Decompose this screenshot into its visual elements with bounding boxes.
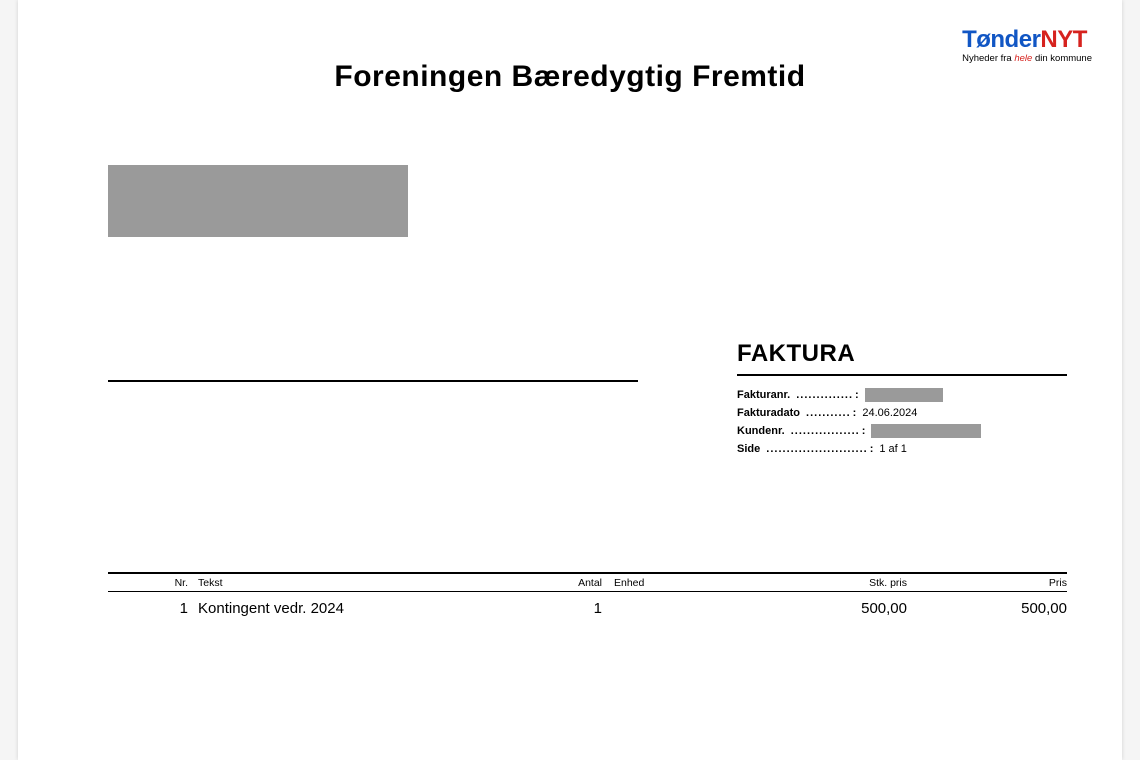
table-row: 1 Kontingent vedr. 2024 1 500,00 500,00 (108, 592, 1067, 625)
line-items-table: Nr. Tekst Antal Enhed Stk. pris Pris 1 K… (108, 572, 1067, 625)
col-tekst-header: Tekst (198, 577, 518, 589)
cell-enhed (608, 600, 698, 617)
watermark-sub-post: din kommune (1032, 53, 1092, 64)
meta-fakturadato: Fakturadato ........... : 24.06.2024 (737, 404, 1067, 422)
invoice-meta-block: FAKTURA Fakturanr. .............. : Fakt… (737, 340, 1067, 458)
cell-pris: 500,00 (937, 600, 1067, 617)
kundenr-redaction (871, 424, 981, 438)
cell-stkpris: 500,00 (698, 600, 937, 617)
meta-dots: ......................... (762, 443, 867, 455)
meta-label: Kundenr. (737, 425, 785, 437)
left-divider (108, 380, 638, 382)
watermark-part1: Tønder (962, 26, 1040, 53)
watermark-subtitle: Nyheder fra hele din kommune (962, 54, 1092, 64)
side-value: 1 af 1 (879, 443, 907, 455)
col-antal-header: Antal (518, 577, 608, 589)
invoice-heading: FAKTURA (737, 340, 1067, 368)
watermark-sub-em: hele (1014, 53, 1032, 64)
address-redaction (108, 165, 408, 237)
meta-kundenr: Kundenr. ................. : (737, 422, 1067, 440)
watermark-part2: NYT (1040, 26, 1087, 53)
col-stkpris-header: Stk. pris (698, 577, 937, 589)
col-pris-header: Pris (937, 577, 1067, 589)
cell-nr: 1 (108, 600, 198, 617)
meta-label: Fakturanr. (737, 389, 790, 401)
fakturadato-value: 24.06.2024 (862, 407, 917, 419)
cell-tekst: Kontingent vedr. 2024 (198, 600, 518, 617)
meta-colon: : (862, 425, 866, 437)
invoice-heading-rule (737, 374, 1067, 376)
meta-colon: : (870, 443, 874, 455)
watermark-title: TønderNYT (962, 28, 1092, 52)
meta-dots: .............. (792, 389, 853, 401)
meta-colon: : (853, 407, 857, 419)
fakturanr-redaction (865, 388, 943, 402)
mid-section: FAKTURA Fakturanr. .............. : Fakt… (108, 340, 1067, 458)
source-watermark: TønderNYT Nyheder fra hele din kommune (962, 28, 1092, 64)
meta-side: Side ......................... : 1 af 1 (737, 440, 1067, 458)
col-enhed-header: Enhed (608, 577, 698, 589)
page-title: Foreningen Bæredygtig Fremtid (18, 0, 1122, 94)
meta-label: Fakturadato (737, 407, 800, 419)
meta-label: Side (737, 443, 760, 455)
table-header-row: Nr. Tekst Antal Enhed Stk. pris Pris (108, 574, 1067, 591)
watermark-sub-pre: Nyheder fra (962, 53, 1014, 64)
col-nr-header: Nr. (108, 577, 198, 589)
invoice-page: TønderNYT Nyheder fra hele din kommune F… (18, 0, 1122, 760)
meta-dots: ................. (787, 425, 860, 437)
meta-fakturanr: Fakturanr. .............. : (737, 386, 1067, 404)
cell-antal: 1 (518, 600, 608, 617)
meta-colon: : (855, 389, 859, 401)
meta-dots: ........... (802, 407, 851, 419)
